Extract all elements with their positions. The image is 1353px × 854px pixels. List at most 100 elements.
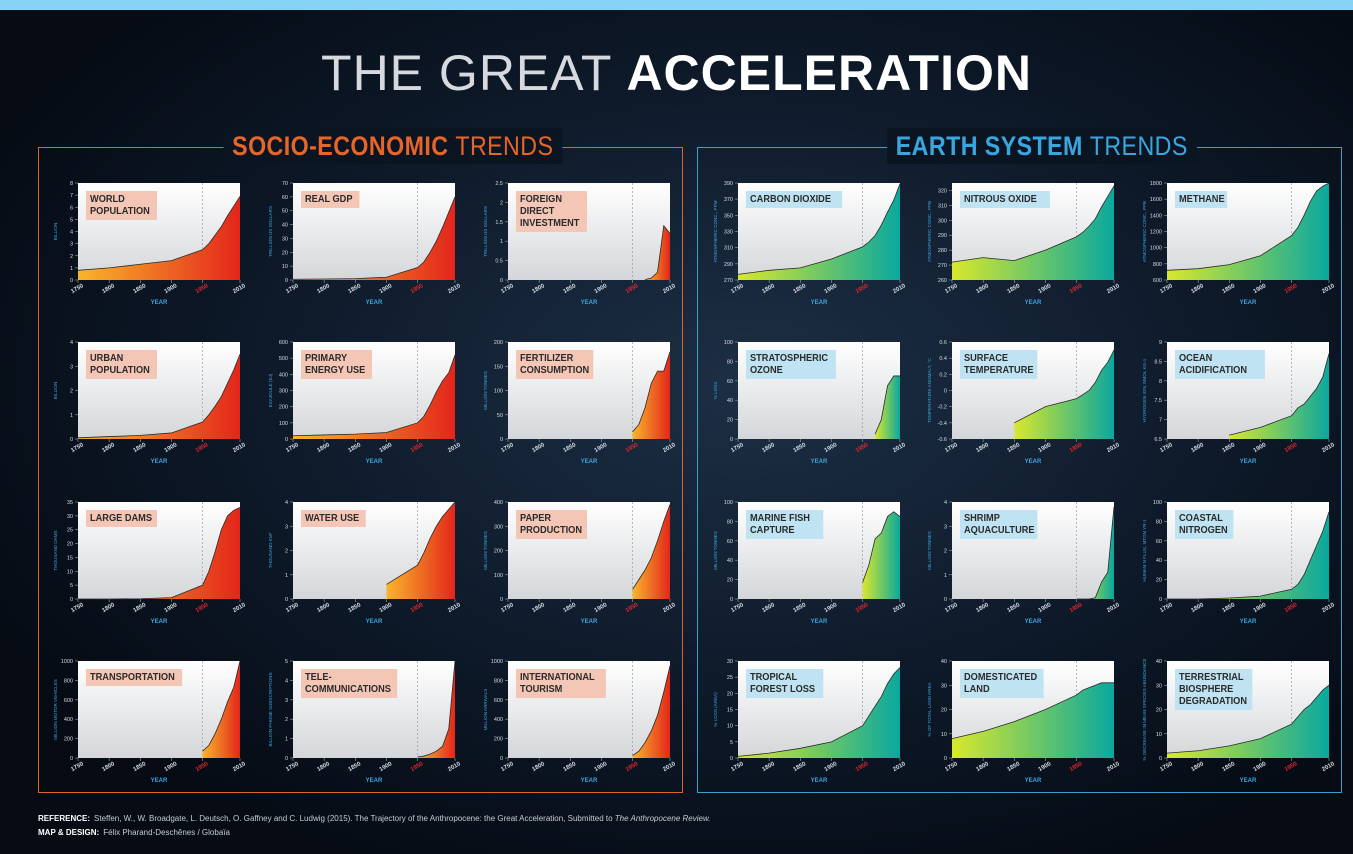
y-tick-label: 80 (727, 359, 733, 365)
y-tick-label: 270 (938, 263, 947, 269)
y-tick-label: 100 (724, 340, 733, 346)
y-tick-label: 4 (70, 340, 73, 346)
x-axis-label: YEAR (151, 619, 168, 625)
x-tick-label: 1750 (1159, 283, 1174, 295)
x-tick-label: 2010 (232, 761, 247, 773)
y-tick-label: 25 (67, 528, 73, 534)
x-tick-label: 1950 (410, 602, 425, 614)
small-chart: 012345175018001850190019502010TELE-COMMU… (268, 659, 462, 784)
x-tick-label: 1950 (195, 761, 210, 773)
y-axis-label: MILLION TONNES (483, 371, 488, 410)
y-tick-label: 30 (727, 659, 733, 665)
x-tick-label: 2010 (447, 442, 462, 454)
y-tick-label: 40 (727, 398, 733, 404)
x-tick-label: 1800 (975, 442, 990, 454)
reference-label: REFERENCE: (38, 814, 90, 823)
x-tick-label: 1850 (793, 761, 808, 773)
y-axis-label: TRILLION US DOLLARS (483, 206, 488, 257)
y-tick-label: 1 (944, 573, 947, 579)
x-tick-label: 1750 (70, 602, 85, 614)
x-tick-label: 1900 (1253, 283, 1268, 295)
x-tick-label: 1950 (195, 442, 210, 454)
y-tick-label: 6.5 (1154, 437, 1162, 443)
x-tick-label: 1800 (975, 602, 990, 614)
x-tick-label: 1800 (316, 761, 331, 773)
x-tick-label: 1950 (1069, 602, 1084, 614)
x-tick-label: 1850 (133, 283, 148, 295)
y-tick-label: 20 (282, 250, 288, 256)
x-tick-label: 2010 (662, 442, 677, 454)
chart-title: SURFACE (964, 353, 1008, 365)
y-tick-label: 1000 (491, 659, 503, 665)
small-chart: 0200400600800100017501800185019001950201… (483, 659, 677, 784)
y-tick-label: 0 (1159, 756, 1162, 762)
y-tick-label: 10 (67, 569, 73, 575)
y-tick-label: 8.5 (1154, 359, 1162, 365)
y-tick-label: 0 (944, 756, 947, 762)
x-tick-label: 1850 (1222, 602, 1237, 614)
chart-title: POPULATION (90, 365, 150, 377)
x-tick-label: 1800 (531, 442, 546, 454)
x-tick-label: 1750 (285, 442, 300, 454)
x-tick-label: 1900 (1253, 602, 1268, 614)
x-tick-label: 1750 (70, 442, 85, 454)
small-chart: 010203040175018001850190019502010DOMESTI… (927, 659, 1121, 784)
y-tick-label: 400 (494, 717, 503, 723)
y-tick-label: 0 (285, 278, 288, 284)
y-axis-label: ATMOSPHERIC CONC., PPB (1142, 201, 1147, 262)
x-tick-label: 1800 (316, 602, 331, 614)
chart-title: FERTILIZER (520, 353, 573, 365)
x-tick-label: 2010 (1106, 442, 1121, 454)
y-tick-label: -0.4 (938, 421, 947, 427)
y-tick-label: 4 (944, 500, 947, 506)
x-axis-label: YEAR (581, 619, 598, 625)
y-tick-label: 35 (67, 500, 73, 506)
y-axis-label: ATMOSPHERIC CONC., PPM (713, 200, 718, 262)
y-tick-label: 30 (1156, 683, 1162, 689)
y-tick-label: 3 (70, 364, 73, 370)
x-axis-label: YEAR (1025, 459, 1042, 465)
x-tick-label: 2010 (447, 761, 462, 773)
x-tick-label: 1850 (1222, 283, 1237, 295)
page: THE GREATACCELERATION SOCIO-ECONOMICTREN… (0, 0, 1353, 854)
x-tick-label: 1900 (1038, 761, 1053, 773)
y-tick-label: 0 (730, 437, 733, 443)
chart-title: URBAN (90, 353, 123, 365)
x-tick-label: 1850 (133, 761, 148, 773)
x-tick-label: 1950 (410, 283, 425, 295)
y-axis-label: MILLION ARRIVALS (483, 689, 488, 731)
chart-title: OCEAN (1179, 353, 1212, 365)
x-tick-label: 1750 (500, 442, 515, 454)
x-axis-label: YEAR (1240, 459, 1257, 465)
x-tick-label: 1750 (1159, 761, 1174, 773)
y-tick-label: 100 (494, 573, 503, 579)
x-tick-label: 1750 (500, 761, 515, 773)
y-tick-label: 80 (1156, 519, 1162, 525)
y-tick-label: 320 (938, 188, 947, 194)
y-tick-label: 800 (494, 678, 503, 684)
y-tick-label: 500 (279, 356, 288, 362)
y-tick-label: 0 (730, 756, 733, 762)
x-axis-label: YEAR (366, 619, 383, 625)
x-tick-label: 1900 (164, 283, 179, 295)
chart-title: TEMPERATURE (964, 365, 1034, 377)
y-tick-label: 20 (941, 708, 947, 714)
y-tick-label: 40 (1156, 659, 1162, 665)
y-tick-label: 5 (70, 217, 73, 223)
y-tick-label: 1 (70, 266, 73, 272)
x-tick-label: 2010 (1321, 761, 1336, 773)
x-tick-label: 1900 (1253, 442, 1268, 454)
y-tick-label: 30 (67, 514, 73, 520)
y-tick-label: 9 (1159, 340, 1162, 346)
x-tick-label: 1850 (348, 602, 363, 614)
x-tick-label: 1950 (1284, 442, 1299, 454)
x-tick-label: 1750 (944, 602, 959, 614)
y-tick-label: 280 (938, 248, 947, 254)
chart-title: INVESTMENT (520, 218, 579, 230)
x-tick-label: 1800 (101, 283, 116, 295)
y-axis-label: HYDROGEN ION, NMOL KG-1 (1142, 358, 1147, 422)
x-tick-label: 1850 (348, 761, 363, 773)
y-tick-label: 310 (938, 203, 947, 209)
chart-title: COASTAL (1179, 513, 1223, 525)
